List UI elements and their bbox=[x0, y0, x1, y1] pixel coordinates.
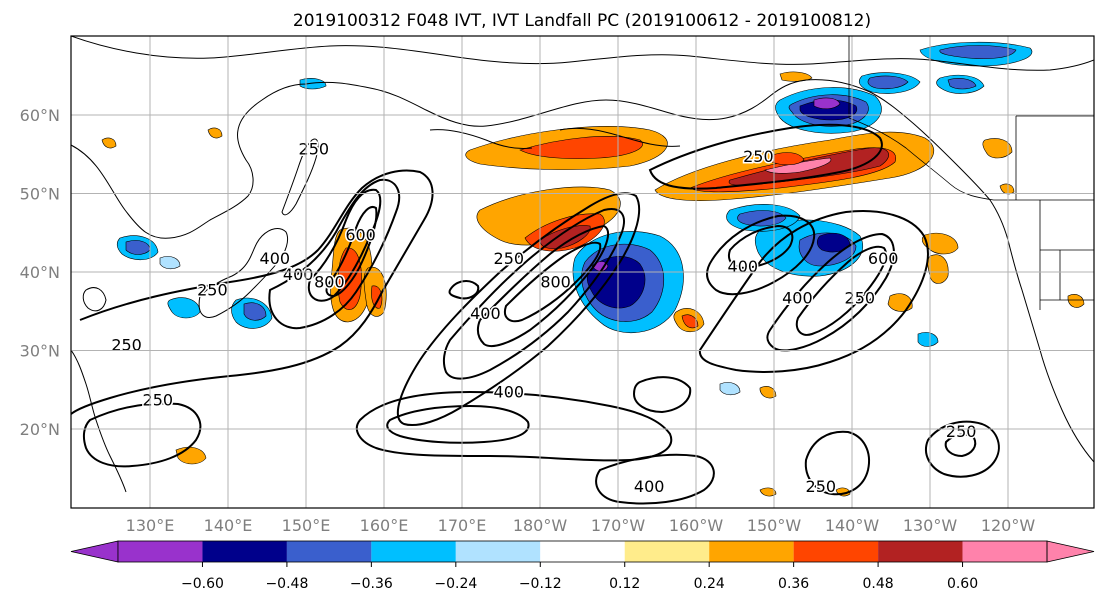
contour-250-far-east bbox=[925, 420, 1000, 478]
longitude-tick-label: 150°W bbox=[747, 516, 802, 535]
latitude-tick-label: 20°N bbox=[20, 420, 60, 439]
contour-label: 250 bbox=[299, 139, 330, 158]
contour-400-central bbox=[442, 208, 625, 380]
colorbar-tick-label: −0.48 bbox=[265, 576, 308, 592]
contour-400-far-east bbox=[944, 433, 977, 458]
contour-label: 250 bbox=[806, 477, 837, 496]
contour-label: 400 bbox=[494, 383, 525, 402]
colorbar-tick-label: 0.24 bbox=[694, 576, 725, 592]
colorbar-tick-label: −0.36 bbox=[350, 576, 393, 592]
longitude-tick-label: 170°W bbox=[591, 516, 646, 535]
contour-label: 250 bbox=[494, 249, 525, 268]
colorbar: −0.60 −0.48 −0.36 −0.24 −0.12 0.12 0.24 0.36 0.4… bbox=[70, 540, 1095, 592]
colorbar-tick-label: −0.12 bbox=[519, 576, 562, 592]
contour-400-east-small bbox=[728, 224, 794, 270]
contour-400-south bbox=[386, 404, 530, 444]
latitude-tick-label: 40°N bbox=[20, 263, 60, 282]
contour-250-west bbox=[71, 169, 434, 415]
colorbar-swatch bbox=[540, 541, 625, 562]
colorbar-swatch bbox=[286, 541, 372, 562]
colorbar-tick-label: 0.12 bbox=[609, 576, 640, 592]
contour-label: 600 bbox=[345, 226, 376, 245]
colorbar-extend-high bbox=[1046, 540, 1095, 563]
ivt-contours bbox=[71, 123, 1000, 505]
map-frame bbox=[70, 35, 1095, 509]
latitude-tick-label: 60°N bbox=[20, 106, 60, 125]
colorbar-tick-label: 0.60 bbox=[947, 576, 978, 592]
contour-label: 400 bbox=[728, 257, 759, 276]
contour-250-south bbox=[355, 390, 673, 462]
longitude-tick-label: 140°W bbox=[825, 516, 880, 535]
contour-800-central bbox=[504, 241, 602, 323]
contour-label: 400 bbox=[470, 304, 501, 323]
colorbar-swatch bbox=[962, 541, 1047, 562]
contour-label: 250 bbox=[845, 288, 876, 307]
contour-label: 600 bbox=[868, 249, 899, 268]
contour-label: 250 bbox=[111, 336, 142, 355]
contour-250-east bbox=[698, 210, 929, 373]
colorbar-outline bbox=[117, 540, 1048, 563]
shaded-field bbox=[101, 41, 1085, 497]
contour-label: 250 bbox=[743, 147, 774, 166]
contour-400-southcentral bbox=[595, 453, 715, 505]
contour-label: 800 bbox=[540, 273, 571, 292]
latitude-tick-label: 50°N bbox=[20, 185, 60, 204]
contour-label: 400 bbox=[283, 265, 314, 284]
longitude-tick-labels: 130°E 140°E 150°E 160°E 170°E 180°W 170°W 160°W… bbox=[126, 516, 1036, 535]
colorbar-extend-low bbox=[70, 540, 119, 563]
colorbar-swatch bbox=[709, 541, 794, 562]
colorbar-swatch bbox=[624, 541, 710, 562]
contour-label: 250 bbox=[143, 390, 174, 409]
longitude-tick-label: 130°W bbox=[903, 516, 958, 535]
contour-250-central bbox=[396, 192, 641, 426]
contour-400-east bbox=[706, 214, 816, 296]
contour-250-mid bbox=[632, 376, 692, 414]
colorbar-swatch bbox=[118, 541, 203, 562]
contour-label: 400 bbox=[782, 288, 813, 307]
contour-250-southeast bbox=[804, 430, 870, 496]
political-borders bbox=[848, 36, 1094, 310]
contour-600-east bbox=[795, 245, 887, 336]
colorbar-tick-label: 0.48 bbox=[863, 576, 894, 592]
colorbar-tick-label: −0.24 bbox=[434, 576, 477, 592]
contour-label: 250 bbox=[197, 281, 228, 300]
contour-250-bering bbox=[448, 280, 480, 300]
contour-250-southwest bbox=[82, 402, 202, 468]
latitude-tick-labels: 60°N 50°N 40°N 30°N 20°N bbox=[20, 106, 60, 439]
contour-400-west bbox=[268, 178, 401, 330]
longitude-tick-label: 160°E bbox=[360, 516, 409, 535]
contour-600-west bbox=[307, 188, 382, 302]
colorbar-swatch bbox=[371, 541, 456, 562]
colorbar-tick-label: −0.60 bbox=[181, 576, 224, 592]
contour-label: 250 bbox=[946, 422, 977, 441]
gridlines bbox=[71, 36, 1094, 508]
contour-600-central bbox=[476, 224, 610, 348]
longitude-tick-label: 130°E bbox=[126, 516, 175, 535]
contour-label: 400 bbox=[260, 249, 291, 268]
contour-250-alaska bbox=[648, 123, 883, 190]
contour-label: 400 bbox=[634, 477, 665, 496]
colorbar-tick-label: 0.36 bbox=[778, 576, 809, 592]
figure-title: 2019100312 F048 IVT, IVT Landfall PC (20… bbox=[293, 11, 871, 31]
colorbar-swatch bbox=[455, 541, 541, 562]
colorbar-swatch bbox=[793, 541, 879, 562]
longitude-tick-label: 170°E bbox=[438, 516, 487, 535]
longitude-tick-label: 150°E bbox=[282, 516, 331, 535]
colorbar-swatch bbox=[202, 541, 287, 562]
longitude-tick-label: 140°E bbox=[204, 516, 253, 535]
longitude-tick-label: 180°W bbox=[513, 516, 568, 535]
colorbar-swatch bbox=[878, 541, 963, 562]
longitude-tick-label: 160°W bbox=[669, 516, 724, 535]
contour-800-west bbox=[325, 206, 378, 298]
contour-label: 800 bbox=[314, 273, 345, 292]
longitude-tick-label: 120°W bbox=[981, 516, 1036, 535]
latitude-tick-label: 30°N bbox=[20, 342, 60, 361]
